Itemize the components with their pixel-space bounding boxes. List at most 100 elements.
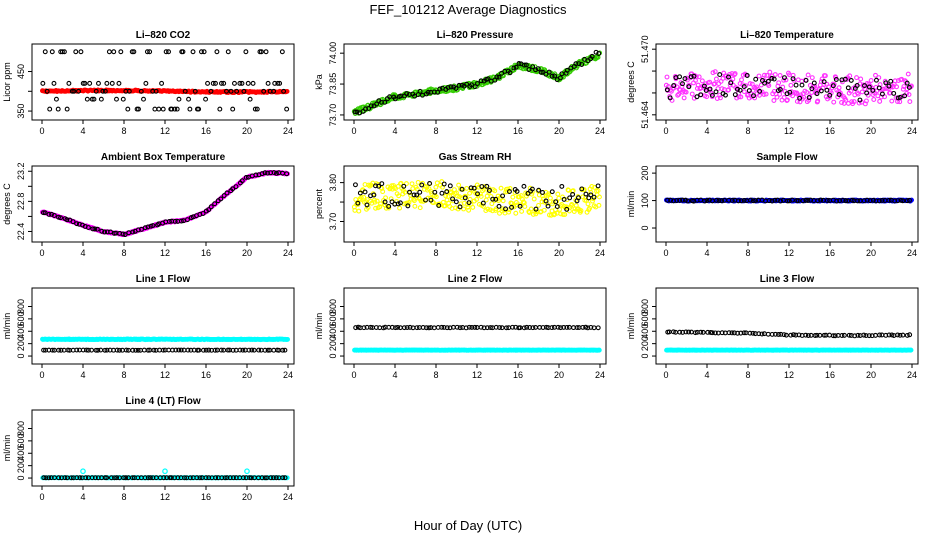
data-point-raw <box>707 86 713 92</box>
data-point-avg <box>906 92 912 98</box>
data-point-raw <box>806 95 812 100</box>
data-point-raw <box>516 60 522 66</box>
data-point-raw <box>757 88 763 94</box>
data-point-raw <box>424 325 429 331</box>
data-point-raw <box>471 185 477 191</box>
data-point-raw <box>540 190 545 195</box>
data-point-raw <box>91 96 97 102</box>
data-point-raw <box>114 347 120 353</box>
y-tick-label: 800 <box>16 421 26 436</box>
data-point-avg <box>877 98 883 104</box>
data-point-avg <box>519 208 525 214</box>
data-point-avg <box>461 206 467 212</box>
data-point-raw <box>59 49 65 55</box>
data-point-avg <box>858 76 864 82</box>
data-point-raw <box>205 80 211 86</box>
data-point-avg <box>871 97 877 102</box>
data-point-raw <box>55 106 61 112</box>
data-point-raw <box>56 475 62 481</box>
data-point-avg <box>371 197 377 203</box>
data-point-raw <box>549 189 555 195</box>
data-point-raw <box>454 324 460 330</box>
data-point-raw <box>240 347 246 353</box>
data-point-raw <box>251 347 257 353</box>
data-point-raw <box>230 106 236 112</box>
data-point-raw <box>150 223 156 229</box>
x-tick-label: 16 <box>201 126 211 136</box>
x-tick-label: 24 <box>907 126 917 136</box>
data-point-avg <box>484 193 490 199</box>
data-point-raw <box>126 88 132 94</box>
data-point-raw <box>56 214 61 220</box>
data-point-avg <box>492 188 498 194</box>
y-tick-label: 200 <box>16 336 26 351</box>
data-point-raw <box>507 70 513 76</box>
data-point-raw <box>156 106 162 112</box>
data-point-raw <box>197 475 203 481</box>
data-point-raw <box>243 49 249 55</box>
data-point-raw <box>230 475 236 481</box>
y-tick-label: 200 <box>640 336 650 351</box>
data-point-raw <box>761 331 767 337</box>
data-point-raw <box>765 78 771 84</box>
panel-frame <box>655 165 919 243</box>
data-point-raw <box>778 198 783 204</box>
data-point-raw <box>692 330 698 336</box>
x-tick-label: 8 <box>121 492 126 502</box>
data-point-raw <box>595 183 601 189</box>
data-point-raw <box>866 333 872 339</box>
data-point-raw <box>417 88 423 94</box>
data-point-raw <box>102 88 108 94</box>
data-point-avg <box>726 87 732 93</box>
data-point-raw <box>102 229 108 235</box>
data-point-raw <box>284 106 290 112</box>
data-point-raw <box>805 198 811 203</box>
data-point-raw <box>118 49 124 55</box>
data-point-avg <box>487 207 493 213</box>
data-point-avg <box>507 186 513 191</box>
data-point-raw <box>726 330 732 336</box>
data-point-raw <box>123 475 129 481</box>
data-point-raw <box>800 198 806 204</box>
y-tick-label: 0 <box>16 354 26 359</box>
x-tick-label: 12 <box>160 126 170 136</box>
data-point-avg <box>531 196 537 202</box>
data-point-raw <box>219 80 224 86</box>
data-point-raw <box>131 49 137 55</box>
data-point-avg <box>434 180 440 186</box>
data-point-raw <box>248 475 254 481</box>
data-point-raw <box>750 330 756 336</box>
data-point-avg <box>873 72 878 78</box>
data-point-raw <box>904 332 910 338</box>
data-point-raw <box>135 227 141 233</box>
data-point-raw <box>496 74 502 80</box>
data-point-avg <box>676 91 682 97</box>
data-point-raw <box>139 226 144 232</box>
data-point-raw <box>712 330 718 336</box>
data-point-raw <box>864 197 870 203</box>
data-point-raw <box>879 91 885 97</box>
data-point-raw <box>580 324 586 330</box>
data-point-raw <box>272 80 278 86</box>
data-point-raw <box>379 181 385 187</box>
data-point-raw <box>212 201 218 207</box>
data-point-raw <box>536 187 542 193</box>
plot-area <box>39 169 290 238</box>
data-point-raw <box>891 90 897 96</box>
data-point-avg <box>761 92 767 97</box>
data-point-avg <box>738 94 744 100</box>
panel-title: Li–820 Temperature <box>740 30 834 41</box>
y-tick-label: 600 <box>16 433 26 448</box>
data-point-raw <box>240 475 246 481</box>
y-tick-label: 3.80 <box>328 174 338 192</box>
data-point-raw <box>867 198 873 204</box>
data-point-raw <box>762 80 768 86</box>
data-point-raw <box>559 183 565 189</box>
data-point-raw <box>496 203 502 209</box>
data-point-raw <box>357 190 363 196</box>
data-point-raw <box>435 89 441 95</box>
data-point-raw <box>280 347 286 353</box>
data-point-raw <box>96 80 101 86</box>
data-point-raw <box>818 197 824 203</box>
data-point-raw <box>700 329 706 335</box>
